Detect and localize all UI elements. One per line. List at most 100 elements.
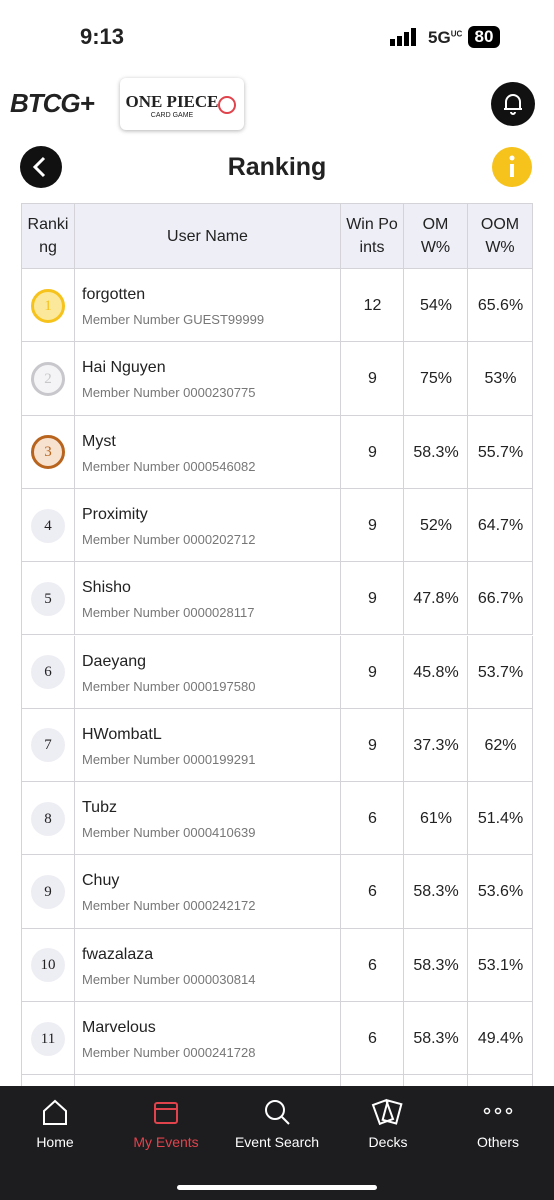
cell-bg xyxy=(22,782,75,856)
omw: 58.3% xyxy=(413,956,459,974)
header-omw: OMW% xyxy=(404,204,468,269)
omw: 54% xyxy=(419,297,453,314)
rank-badge: 11 xyxy=(31,1021,65,1056)
cell-bg xyxy=(22,1002,75,1076)
game-logo: ONE PIECE CARD GAME xyxy=(120,78,244,130)
rank-badge: 4 xyxy=(31,508,65,543)
cell-bg xyxy=(341,1075,404,1086)
cell-bg xyxy=(341,415,404,489)
cell-bg xyxy=(75,269,341,343)
cell-bg xyxy=(468,562,533,636)
cell-bg xyxy=(75,1075,341,1086)
cell-bg xyxy=(404,342,468,416)
table-row[interactable]: 1 forgotten Member Number GUEST99999 12 54% 6… xyxy=(22,269,533,343)
cell-bg xyxy=(404,782,468,856)
cell-bg xyxy=(22,928,75,1002)
cell-bg xyxy=(404,708,468,783)
oomw: 62% xyxy=(484,736,517,754)
logo-ring xyxy=(218,96,236,114)
win-points: 6 xyxy=(368,956,377,974)
table-row[interactable]: 6 Daeyang Member Number 0000197580 9 45.8% 53… xyxy=(22,635,533,709)
rank-badge: 5 xyxy=(31,581,65,616)
table-row[interactable]: 7 HWombatL Member Number 0000199291 9 37.3% 6… xyxy=(22,708,533,783)
user-name: fwazalaza xyxy=(82,945,154,963)
cell-bg xyxy=(468,635,533,709)
win-points: 9 xyxy=(368,663,377,681)
rank-badge: 1 xyxy=(31,288,65,323)
table-row[interactable]: 11 Marvelous Member Number 0000241728 6 58.3… xyxy=(22,1002,533,1076)
win-points: 9 xyxy=(368,516,377,534)
oomw: 49.4% xyxy=(477,1030,524,1047)
omw: 61% xyxy=(419,810,453,828)
omw: 47.8% xyxy=(413,590,459,608)
bell-button[interactable] xyxy=(490,81,536,127)
app-logo: BTCG+ xyxy=(10,88,95,118)
cell-bg xyxy=(341,488,404,563)
cell-bg xyxy=(468,1002,533,1076)
member-number: Member Number GUEST99999 xyxy=(82,312,265,327)
rank-badge: 6 xyxy=(31,655,65,690)
member-number: Member Number 0000197580 xyxy=(82,678,256,694)
cell-bg xyxy=(404,415,468,489)
table-row[interactable]: 4 Proximity Member Number 0000202712 9 52% 64… xyxy=(22,488,533,563)
nav-item[interactable]: Home xyxy=(36,1134,74,1150)
cell-bg xyxy=(75,928,341,1002)
user-name: Daeyang xyxy=(82,652,147,670)
network-label: 5G xyxy=(428,28,451,47)
cell-bg xyxy=(468,415,533,489)
cell-bg xyxy=(341,855,404,929)
member-number: Member Number 0000202712 xyxy=(82,531,256,547)
cell-bg xyxy=(75,342,341,416)
battery: 80 xyxy=(468,26,500,48)
oomw: 65.6% xyxy=(477,297,524,314)
game-logo-sub: CARD GAME xyxy=(150,112,194,119)
cell-bg xyxy=(404,269,468,343)
oomw: 53.1% xyxy=(477,956,524,974)
nav-item[interactable]: Others xyxy=(476,1134,519,1150)
cell-bg xyxy=(22,855,75,929)
table-row[interactable]: 10 fwazalaza Member Number 0000030814 6 58.3… xyxy=(22,928,533,1002)
nav-item[interactable]: Decks xyxy=(368,1134,408,1150)
win-points: 9 xyxy=(368,736,377,754)
win-points: 9 xyxy=(368,443,377,461)
table-row[interactable]: 5 Shisho Member Number 0000028117 9 47.8% 66.… xyxy=(22,562,533,636)
cell-bg xyxy=(468,488,533,563)
member-number: Member Number 0000028117 xyxy=(82,605,255,621)
oomw: 55.7% xyxy=(477,443,524,461)
network: 5GUC xyxy=(428,28,462,48)
nav-item[interactable]: My Events xyxy=(133,1134,199,1150)
header-user-name: User Name xyxy=(75,204,341,269)
win-points: 6 xyxy=(368,810,377,828)
cell-bg xyxy=(468,708,533,783)
cell-bg xyxy=(75,782,341,856)
oomw: 53% xyxy=(484,370,517,388)
back-button[interactable] xyxy=(20,146,62,188)
rank-badge: 7 xyxy=(31,728,65,763)
cell-bg xyxy=(341,782,404,856)
cell-bg xyxy=(468,1075,533,1086)
table-row[interactable]: 9 Chuy Member Number 0000242172 6 58.3% 53.6% xyxy=(22,855,533,929)
table-row[interactable]: 2 Hai Nguyen Member Number 0000230775 9 75% 5… xyxy=(22,342,533,416)
cell-bg xyxy=(341,635,404,709)
bottom-nav xyxy=(0,1086,554,1200)
table-row[interactable]: 8 Tubz Member Number 0000410639 6 61% 51.4% xyxy=(22,782,533,856)
cell-bg xyxy=(22,635,75,709)
header-win-points: Win Points xyxy=(341,204,404,269)
nav-item[interactable]: Event Search xyxy=(234,1134,320,1150)
omw: 75% xyxy=(419,370,453,388)
table-row[interactable]: 3 Myst Member Number 0000546082 9 58.3% 55.7% xyxy=(22,415,533,489)
info-button[interactable] xyxy=(491,146,533,188)
cell-bg xyxy=(75,488,341,563)
cell-bg xyxy=(75,708,341,783)
user-name: Shisho xyxy=(82,579,131,597)
rank-badge: 8 xyxy=(31,801,65,836)
cell-bg xyxy=(404,488,468,563)
signal xyxy=(390,28,416,46)
user-name: Hai Nguyen xyxy=(82,359,166,377)
rank-badge: 10 xyxy=(31,948,65,983)
omw: 58.3% xyxy=(413,1030,459,1047)
cell-bg xyxy=(22,342,75,416)
member-number: Member Number 0000410639 xyxy=(82,825,256,841)
cell-bg xyxy=(22,708,75,783)
win-points: 12 xyxy=(363,297,382,314)
